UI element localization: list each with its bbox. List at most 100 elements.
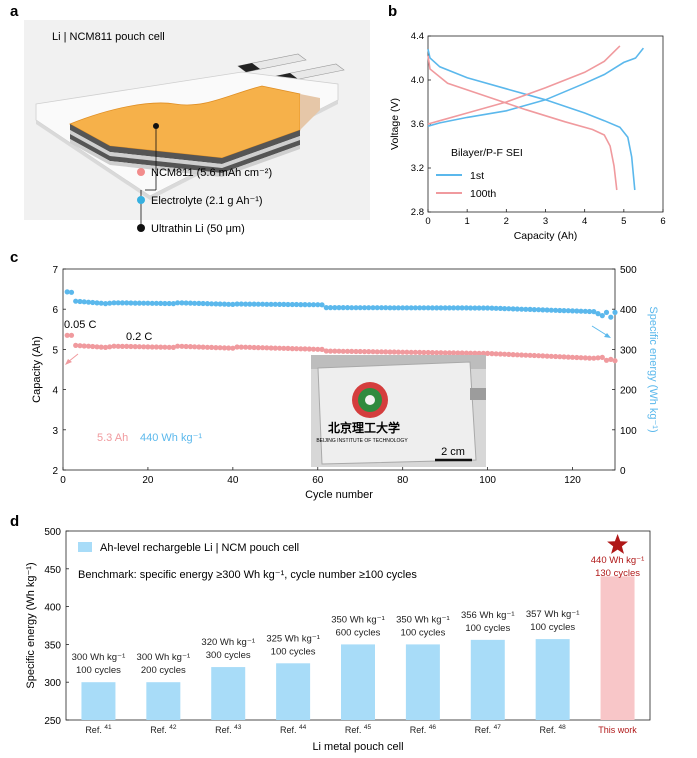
y2-tick-label: 400 xyxy=(620,305,637,316)
data-point xyxy=(77,298,83,305)
panel-a-legend: NCM811 (5.6 mAh cm⁻²) Electrolyte (2.1 g… xyxy=(137,167,272,235)
data-point xyxy=(213,345,219,351)
ultrathin-li-label: Ultrathin Li (50 μm) xyxy=(151,223,245,235)
data-point xyxy=(468,350,474,356)
data-point xyxy=(502,351,508,357)
data-point xyxy=(81,299,87,305)
data-point xyxy=(429,350,435,356)
data-point xyxy=(548,307,554,313)
data-point xyxy=(268,345,274,351)
data-point xyxy=(591,309,597,315)
data-point xyxy=(374,305,380,311)
pouch-cell-illustration xyxy=(35,53,345,228)
data-point xyxy=(489,351,495,357)
data-point xyxy=(374,349,380,355)
data-point xyxy=(565,354,571,360)
category-label: Ref. 47 xyxy=(475,724,502,735)
data-point xyxy=(68,289,75,295)
annotation-arrowhead-energy xyxy=(604,333,611,338)
y-tick-label: 500 xyxy=(44,527,61,538)
data-point xyxy=(323,348,329,354)
data-point xyxy=(98,344,104,350)
data-point xyxy=(306,346,312,352)
y2-axis-label: Specific energy (Wh kg⁻¹) xyxy=(647,306,659,432)
series-1st-charge-line xyxy=(427,47,645,127)
data-point xyxy=(569,354,576,360)
y-axis-label: Capacity (Ah) xyxy=(31,336,43,403)
data-point xyxy=(293,346,300,352)
data-point xyxy=(243,301,249,307)
data-point xyxy=(153,300,159,306)
data-point xyxy=(90,343,96,350)
panel-c-letter: c xyxy=(10,249,18,266)
y-tick-label: 4.4 xyxy=(411,31,424,42)
data-point xyxy=(429,305,435,311)
data-point xyxy=(332,348,338,354)
data-point xyxy=(366,349,372,355)
data-point xyxy=(221,301,227,307)
bar-energy-label: 300 Wh kg⁻¹ xyxy=(137,652,191,663)
data-point xyxy=(493,305,499,311)
data-point xyxy=(574,308,580,314)
data-point xyxy=(463,305,469,311)
data-point xyxy=(209,301,215,307)
data-point xyxy=(612,309,618,315)
data-point xyxy=(302,346,308,352)
data-point xyxy=(77,343,83,349)
data-point xyxy=(586,355,593,361)
data-point xyxy=(540,307,546,313)
data-point xyxy=(548,353,554,359)
data-point xyxy=(480,350,486,356)
data-point xyxy=(162,300,168,307)
data-point xyxy=(200,300,206,307)
data-point xyxy=(289,301,295,308)
y-tick-label: 400 xyxy=(44,603,61,614)
data-point xyxy=(595,311,601,317)
data-point xyxy=(514,352,520,358)
data-point xyxy=(136,300,142,306)
data-point xyxy=(344,348,351,354)
data-point xyxy=(400,305,406,311)
data-point xyxy=(272,345,278,351)
data-point xyxy=(111,343,117,349)
category-label: Ref. 42 xyxy=(150,724,177,735)
data-point xyxy=(281,301,287,307)
data-point xyxy=(132,300,138,306)
data-point xyxy=(209,344,215,350)
data-point xyxy=(510,352,516,358)
data-point xyxy=(247,301,253,307)
data-point xyxy=(493,351,499,357)
panel-a-title: Li | NCM811 pouch cell xyxy=(52,31,165,43)
panel-d-letter: d xyxy=(10,513,19,530)
data-point xyxy=(192,300,198,306)
data-point xyxy=(459,350,465,356)
data-point xyxy=(158,344,164,350)
inset-photo: 北京理工大学 BEIJING INSTITUTE OF TECHNOLOGY 2… xyxy=(311,355,486,467)
x-tick-label: 40 xyxy=(227,475,239,486)
data-point xyxy=(298,302,304,308)
data-point xyxy=(370,305,376,311)
data-point xyxy=(73,342,79,348)
data-point xyxy=(434,350,440,356)
data-point xyxy=(463,350,469,356)
data-point xyxy=(421,349,427,356)
data-point xyxy=(285,345,291,351)
annotation-energy-value: 440 Wh kg⁻¹ xyxy=(140,432,202,444)
data-point xyxy=(336,305,342,311)
data-point xyxy=(527,306,533,312)
data-point xyxy=(536,353,542,359)
data-point xyxy=(310,346,317,352)
data-point xyxy=(404,305,410,311)
data-point xyxy=(277,345,283,351)
data-point xyxy=(128,343,134,350)
y-tick-label: 450 xyxy=(44,565,61,576)
data-point xyxy=(531,307,537,313)
data-point xyxy=(485,305,491,311)
panel-b-frame xyxy=(427,35,664,213)
data-point xyxy=(260,345,266,351)
x-tick-label: 60 xyxy=(312,475,324,486)
data-point xyxy=(64,332,70,338)
data-point xyxy=(412,349,418,355)
x-tick-label: 0 xyxy=(425,216,430,227)
